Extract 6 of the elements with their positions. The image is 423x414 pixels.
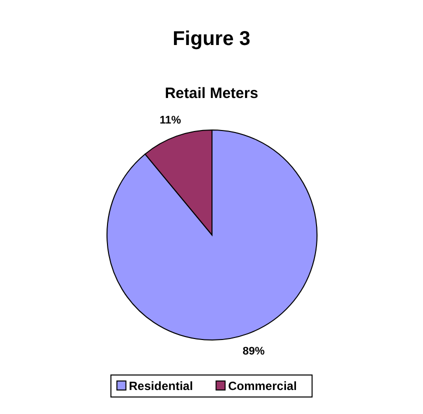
legend-label: Commercial [228, 379, 297, 393]
data-label: 11% [160, 114, 182, 126]
chart-subtitle: Retail Meters [164, 85, 258, 102]
data-label: 89% [242, 346, 265, 358]
chart-title: Figure 3 [172, 28, 250, 50]
legend-label: Residential [128, 379, 193, 393]
